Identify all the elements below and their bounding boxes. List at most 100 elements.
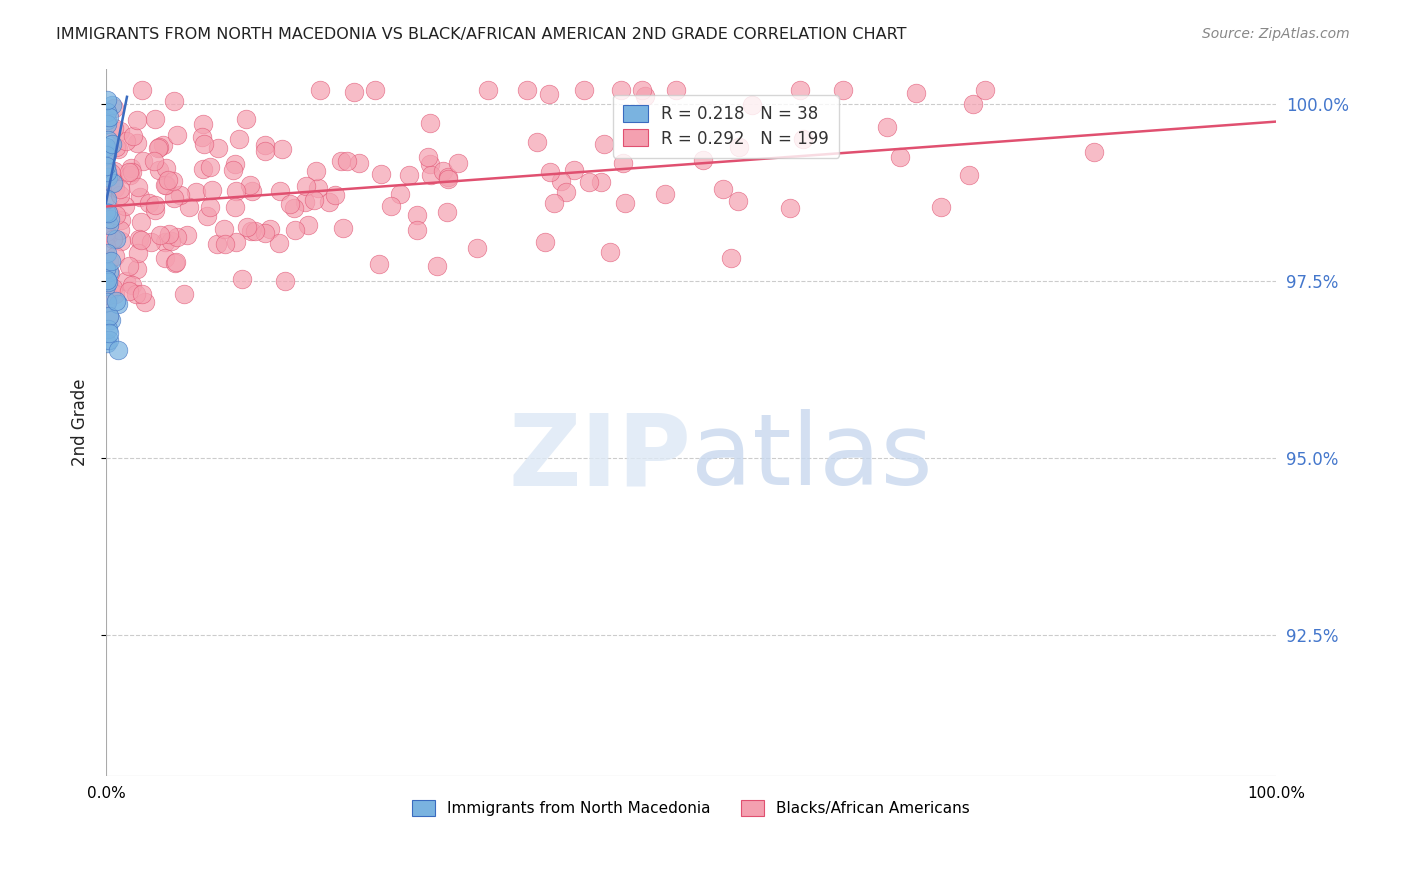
Point bbox=[406, 223, 429, 237]
Point bbox=[96, 276, 118, 290]
Point bbox=[110, 234, 132, 248]
Point bbox=[125, 262, 148, 277]
Point bbox=[94, 190, 117, 204]
Point bbox=[94, 225, 117, 239]
Point bbox=[332, 220, 354, 235]
Point bbox=[103, 232, 125, 246]
Point bbox=[214, 237, 236, 252]
Point bbox=[118, 260, 141, 274]
Point bbox=[654, 186, 676, 201]
Point bbox=[96, 93, 118, 107]
Point bbox=[212, 222, 235, 236]
Point bbox=[831, 83, 853, 97]
Point bbox=[929, 200, 952, 214]
Point bbox=[957, 169, 980, 183]
Point bbox=[125, 287, 148, 301]
Point bbox=[103, 101, 125, 115]
Point bbox=[720, 251, 742, 265]
Point bbox=[128, 190, 150, 204]
Point bbox=[127, 180, 149, 194]
Point bbox=[97, 288, 120, 302]
Point bbox=[727, 194, 749, 208]
Point bbox=[426, 259, 449, 273]
Point bbox=[236, 219, 259, 234]
Point bbox=[104, 181, 127, 195]
Point bbox=[98, 309, 121, 323]
Point bbox=[284, 223, 307, 237]
Point bbox=[139, 235, 162, 249]
Point bbox=[118, 284, 141, 298]
Point bbox=[193, 161, 215, 176]
Point bbox=[143, 198, 166, 212]
Point bbox=[889, 150, 911, 164]
Point bbox=[152, 138, 174, 153]
Point bbox=[538, 87, 561, 101]
Point bbox=[121, 129, 143, 144]
Point bbox=[533, 235, 555, 249]
Point bbox=[94, 205, 117, 219]
Point bbox=[96, 163, 118, 178]
Point bbox=[96, 228, 118, 243]
Point bbox=[94, 148, 117, 162]
Point bbox=[436, 169, 458, 184]
Point bbox=[436, 204, 458, 219]
Point bbox=[162, 95, 184, 109]
Point bbox=[191, 117, 214, 131]
Text: Source: ZipAtlas.com: Source: ZipAtlas.com bbox=[1202, 27, 1350, 41]
Point bbox=[253, 137, 276, 152]
Point bbox=[318, 194, 340, 209]
Point bbox=[176, 227, 198, 242]
Point bbox=[115, 134, 138, 148]
Point bbox=[100, 166, 122, 180]
Point bbox=[96, 105, 118, 120]
Point bbox=[550, 174, 572, 188]
Point bbox=[253, 144, 276, 158]
Point bbox=[634, 88, 657, 103]
Point bbox=[380, 199, 402, 213]
Point bbox=[364, 83, 387, 97]
Point bbox=[114, 274, 136, 288]
Point bbox=[118, 165, 141, 179]
Point bbox=[205, 237, 228, 252]
Point bbox=[336, 154, 359, 169]
Point bbox=[591, 175, 613, 189]
Point bbox=[118, 168, 141, 182]
Point bbox=[96, 147, 118, 161]
Point bbox=[94, 295, 117, 310]
Point bbox=[592, 137, 614, 152]
Point bbox=[572, 83, 595, 97]
Point bbox=[207, 141, 229, 155]
Point bbox=[612, 156, 634, 170]
Point bbox=[108, 182, 131, 196]
Point bbox=[94, 239, 117, 253]
Point bbox=[120, 161, 142, 176]
Point bbox=[419, 116, 441, 130]
Point bbox=[149, 228, 172, 243]
Point bbox=[107, 142, 129, 156]
Point bbox=[792, 132, 814, 146]
Point bbox=[225, 235, 247, 249]
Point bbox=[100, 136, 122, 151]
Point bbox=[96, 145, 118, 159]
Point bbox=[418, 151, 440, 165]
Point bbox=[138, 195, 160, 210]
Point bbox=[98, 266, 121, 280]
Point bbox=[294, 195, 316, 210]
Point bbox=[235, 112, 257, 127]
Point bbox=[876, 120, 898, 134]
Point bbox=[173, 287, 195, 301]
Point bbox=[97, 133, 120, 147]
Point bbox=[101, 176, 124, 190]
Point bbox=[155, 178, 177, 192]
Point bbox=[465, 241, 488, 255]
Text: ZIP: ZIP bbox=[508, 409, 690, 507]
Point bbox=[224, 156, 246, 170]
Point bbox=[200, 201, 222, 215]
Point bbox=[96, 192, 118, 206]
Point bbox=[98, 219, 121, 233]
Point bbox=[108, 188, 131, 202]
Point bbox=[98, 212, 121, 227]
Point bbox=[614, 196, 637, 211]
Point bbox=[96, 273, 118, 287]
Point bbox=[96, 117, 118, 131]
